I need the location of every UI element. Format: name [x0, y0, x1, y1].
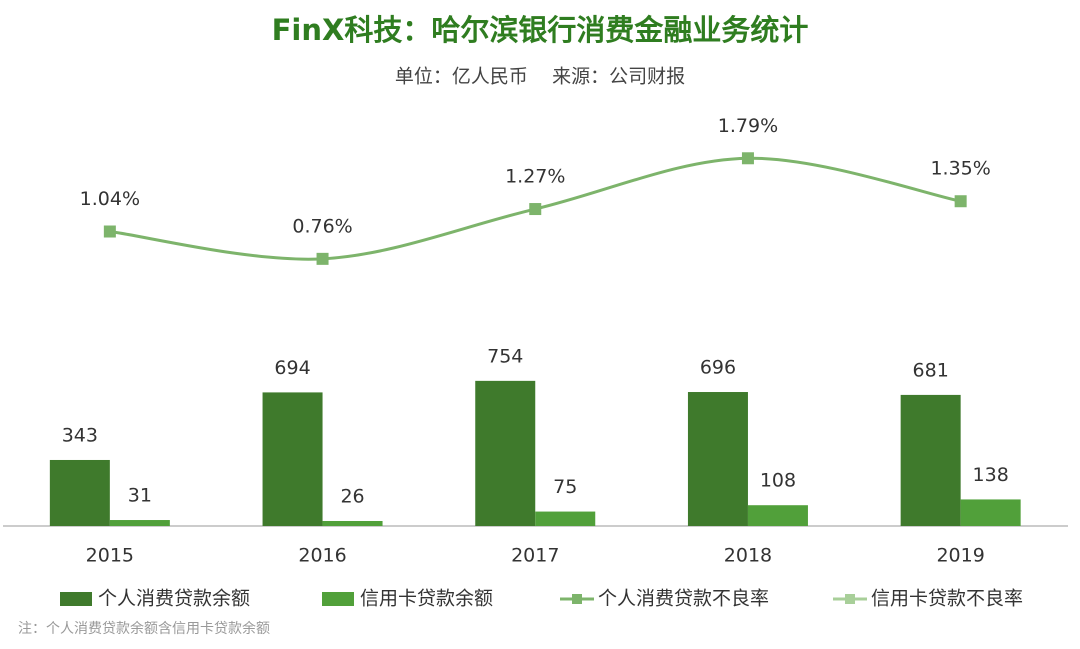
data-label: 754 [487, 345, 523, 367]
data-label: 26 [340, 485, 364, 507]
line-marker [103, 225, 116, 238]
data-label: 694 [274, 357, 310, 379]
x-tick-label: 2016 [298, 545, 346, 567]
bar [475, 380, 536, 526]
legend-marker [845, 594, 855, 604]
data-label: 1.04% [80, 188, 140, 210]
bar [109, 520, 170, 526]
data-label: 696 [700, 357, 736, 379]
legend-swatch [322, 592, 354, 606]
bar [687, 392, 748, 526]
data-label: 75 [553, 476, 577, 498]
note: 注：个人消费贷款余额含信用卡贷款余额 [18, 620, 270, 637]
line-marker [954, 195, 967, 208]
x-tick-label: 2015 [86, 545, 134, 567]
data-label: 1.35% [930, 158, 990, 180]
bar [960, 499, 1021, 526]
line-marker [741, 152, 754, 165]
x-tick-label: 2019 [936, 545, 984, 567]
data-label: 0.76% [292, 215, 352, 237]
data-label: 138 [973, 464, 1009, 486]
x-tick-label: 2018 [724, 545, 772, 567]
x-tick-label: 2017 [511, 545, 559, 567]
bar [535, 511, 596, 526]
bar [262, 392, 323, 526]
line-marker [316, 252, 329, 265]
chart-title: FinX科技：哈尔滨银行消费金融业务统计 [272, 13, 809, 47]
data-label: 1.79% [718, 115, 778, 137]
data-label: 681 [913, 359, 949, 381]
legend-swatch [60, 592, 92, 606]
bar [49, 459, 110, 526]
data-label: 108 [760, 470, 796, 492]
data-label: 1.27% [505, 166, 565, 188]
line-marker [529, 203, 542, 216]
legend-label: 个人消费贷款余额 [98, 588, 250, 610]
legend-label: 信用卡贷款不良率 [871, 588, 1023, 610]
chart-subtitle: 单位：亿人民币 来源：公司财报 [395, 66, 685, 88]
bar [747, 505, 808, 526]
legend-label: 个人消费贷款不良率 [598, 588, 769, 610]
legend-label: 信用卡贷款余额 [360, 588, 493, 610]
legend-marker [572, 594, 582, 604]
data-label: 343 [62, 424, 98, 446]
bar [322, 520, 383, 526]
data-label: 31 [128, 485, 152, 507]
bar [900, 394, 961, 526]
